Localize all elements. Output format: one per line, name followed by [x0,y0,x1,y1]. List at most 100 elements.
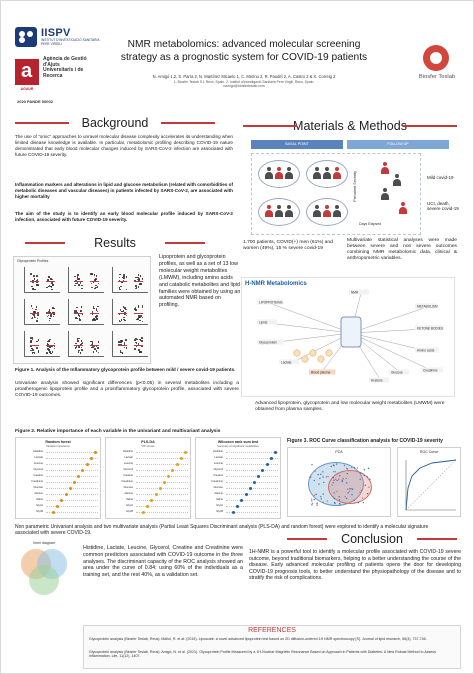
variable-label: Glucose [213,486,223,489]
pca-point [346,472,349,475]
scatter-point [36,278,39,281]
pca-point [332,464,335,466]
variable-guide [46,476,98,477]
results-intro: Lipoprotein and glycoprotein profiles, a… [159,254,241,309]
scatter-point [94,348,96,350]
scatter-point [31,285,33,288]
scatter-point [124,313,126,316]
scatter-point [141,337,143,339]
pca-point [339,504,341,506]
variable-guide [226,464,278,465]
biosfer-logo-mark [423,45,449,71]
scatter-point [137,343,140,345]
scatter-point [92,306,95,308]
scatter-point [34,288,36,291]
pca-point [320,473,322,476]
scatter-point [32,279,34,282]
scatter-point [74,310,76,312]
scatter-point [32,349,34,351]
median-bar [134,345,143,346]
pca-point [320,496,322,498]
scatter-point [74,311,76,314]
pca-point [319,477,321,480]
scatter-point [91,273,93,275]
importance-marker [158,487,162,490]
analysis-note: Non parametric Univariant analysis and t… [15,524,429,537]
methods-heading: Materials & Methods [243,118,457,134]
patient-icon [392,174,402,186]
scatter-point [48,276,50,278]
variable-guide [136,482,188,483]
scatter-point [96,318,98,320]
scatter-point [32,351,34,354]
scatter-point [90,273,92,275]
figure-2-panel-title: Wilcoxon rank sum test [217,440,259,444]
pca-point [353,499,355,502]
scatter-point [35,308,37,311]
scatter-point [31,338,34,341]
variable-label: Creatine [33,474,43,477]
scatter-point [36,317,39,320]
scatter-point [33,278,36,280]
scatter-point [122,306,125,308]
scatter-point [33,275,35,277]
scatter-point [49,351,51,353]
network-node-label: Lactate [281,361,292,365]
variable-guide [226,452,278,453]
scatter-point [97,305,99,308]
pca-point [366,492,369,495]
pca-point [357,501,360,504]
network-link [268,302,352,334]
scatter-point [118,287,121,289]
patient-icon [380,188,390,200]
poster-title: NMR metabolomics: advanced molecular scr… [99,39,389,64]
median-bar [30,345,39,346]
network-node-box [309,369,336,375]
scatter-point [31,347,33,350]
variable-label: Lactate [214,456,223,459]
scatter-point [81,342,83,345]
scatter-point [135,309,137,311]
scatter-point [123,316,125,319]
variable-guide [226,494,278,495]
importance-marker [64,493,68,496]
pca-point [364,484,367,486]
patient-icon [284,167,294,179]
median-bar [90,313,99,314]
scatter-point [52,315,55,317]
scatter-point [97,351,99,354]
pca-point [367,467,370,470]
scatter-point [95,316,97,318]
scatter-point [122,310,125,312]
scatter-point [134,339,136,341]
agaur-logo: AGAUR Agència de Gestió d'Ajuts Universi… [15,56,87,97]
scatter-point [118,320,121,322]
variable-label: Leucine [123,462,133,465]
scatter-point [135,285,137,287]
importance-marker [269,457,273,460]
importance-marker [142,511,145,514]
scatter-point [125,339,127,341]
timeline-basal: BASAL POINT [251,140,343,149]
scatter-point [137,274,140,276]
scatter-point [134,279,136,282]
scatter-point [36,281,38,283]
pca-point [334,478,337,481]
pca-point [333,492,335,494]
pca-point [350,466,353,469]
scatter-point [139,351,141,353]
scatter-point [49,317,51,320]
scatter-point [30,305,33,307]
background-paragraph-3: The aim of the study is to identify an e… [15,211,233,222]
importance-marker [179,457,183,460]
scatter-point [77,274,79,276]
scatter-point [33,313,36,316]
pca-point [336,479,338,482]
scatter-point [139,319,141,322]
scatter-point [75,310,78,312]
variable-guide [46,506,98,507]
severity-axis-label: Prevalent Severity [353,171,357,202]
scatter-point [93,318,96,320]
scatter-point [53,345,56,347]
contact-email[interactable]: namigo@biosferteslab.com [223,84,265,89]
